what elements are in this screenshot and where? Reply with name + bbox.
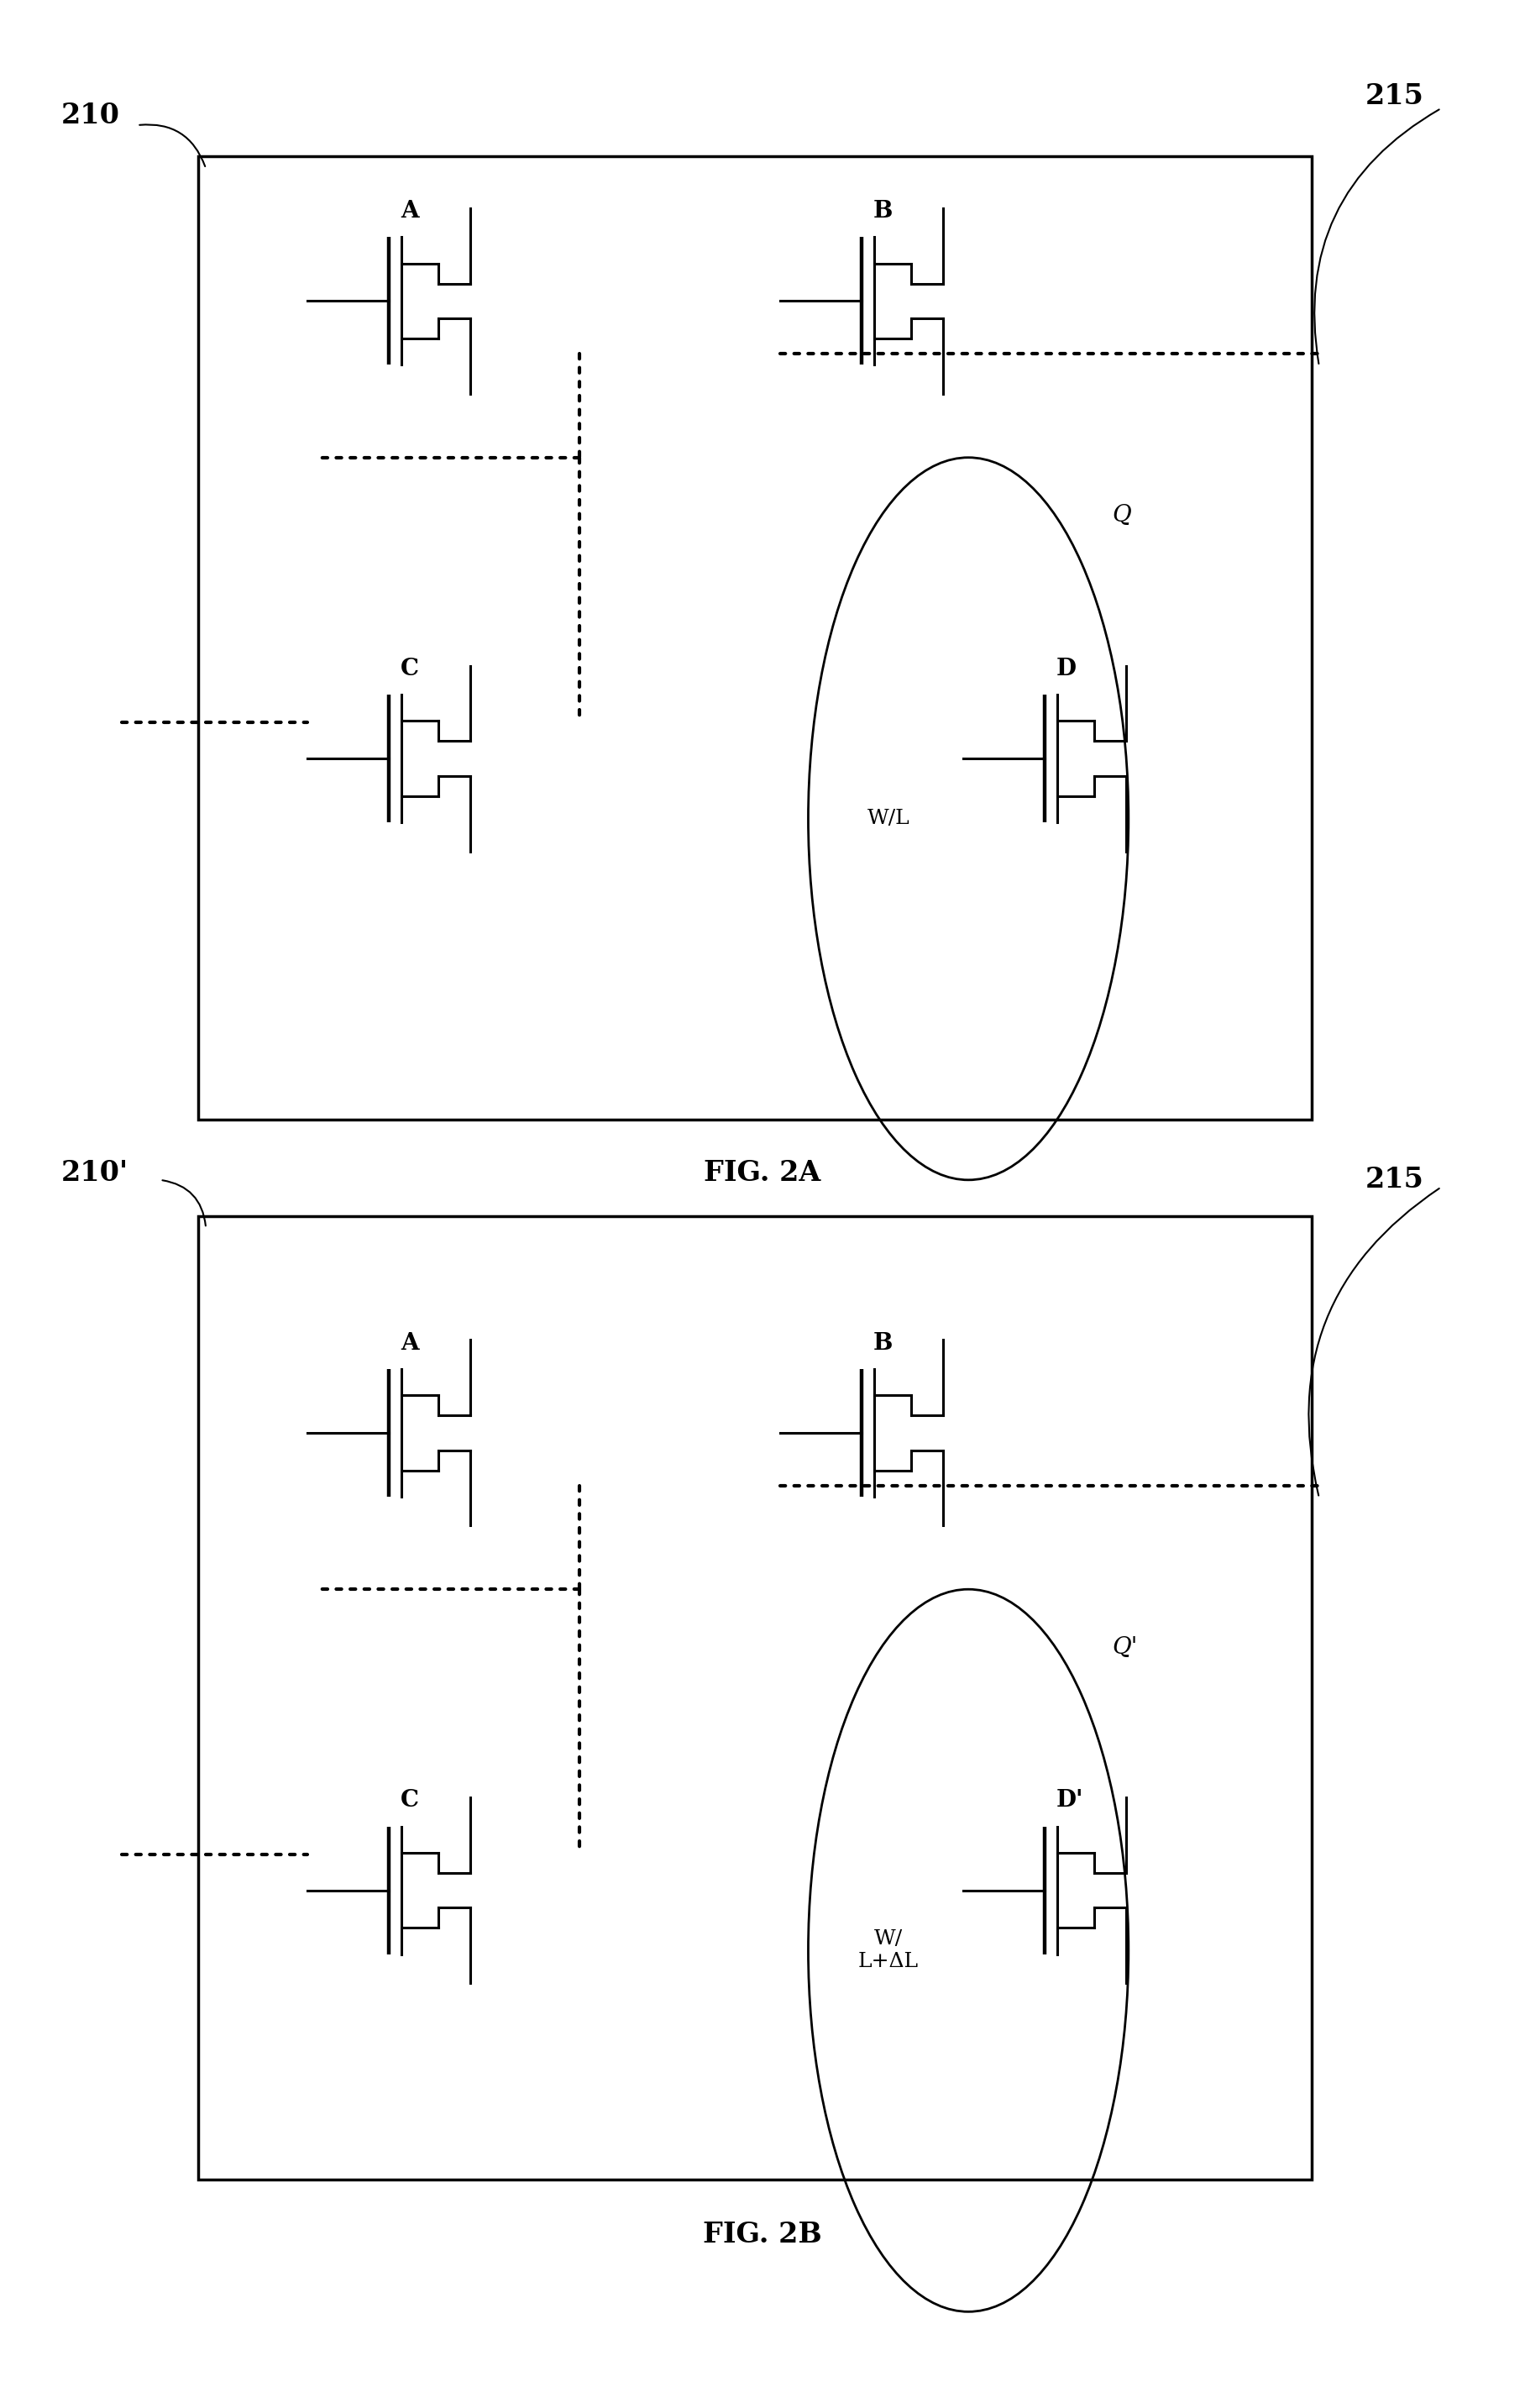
Text: A: A <box>401 1332 419 1356</box>
Bar <box>198 157 1312 1120</box>
Text: A: A <box>401 200 419 224</box>
Text: B: B <box>874 200 892 224</box>
Text: C: C <box>401 657 419 681</box>
Text: 210: 210 <box>61 101 120 130</box>
Text: FIG. 2A: FIG. 2A <box>705 1158 820 1187</box>
Text: 215: 215 <box>1365 1165 1423 1194</box>
Text: 215: 215 <box>1365 82 1423 111</box>
Text: FIG. 2B: FIG. 2B <box>703 2220 822 2249</box>
Text: D: D <box>1057 657 1077 681</box>
Text: 210': 210' <box>61 1158 128 1187</box>
Text: Q: Q <box>1113 503 1132 527</box>
Text: B: B <box>874 1332 892 1356</box>
Bar <box>198 1216 1312 2179</box>
Text: Q': Q' <box>1113 1635 1138 1659</box>
Text: W/L: W/L <box>868 809 909 828</box>
Text: D': D' <box>1057 1789 1083 1813</box>
Text: C: C <box>401 1789 419 1813</box>
Text: W/
L+ΔL: W/ L+ΔL <box>859 1929 918 1972</box>
